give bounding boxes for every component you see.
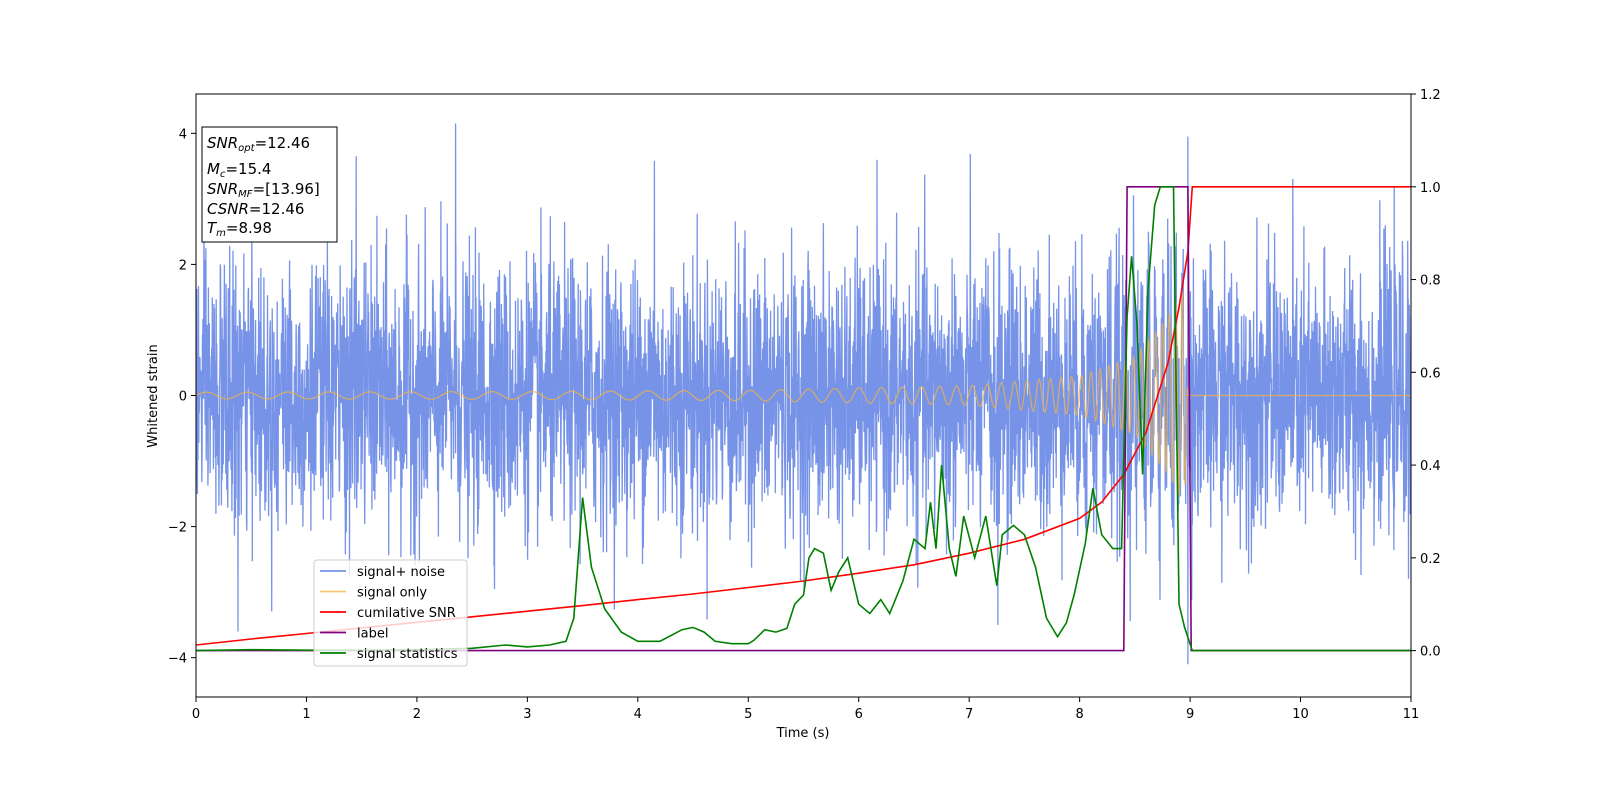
info-box-frame: [201, 126, 338, 243]
y-axis-label: Whitened strain: [146, 344, 161, 447]
y2-tick-label: 0.8: [1420, 274, 1441, 289]
y2-tick-label: 0.2: [1420, 552, 1441, 567]
y-tick-label: −2: [168, 521, 187, 536]
x-tick-label: 2: [413, 707, 421, 722]
info-tm: Tm=8.98: [207, 219, 272, 239]
info-snr-opt: SNRopt=12.46: [207, 134, 310, 154]
series-signal-noise: [196, 123, 1411, 665]
y-axis-left: −4 −2 0 2 4: [168, 127, 196, 667]
info-mc: Mc=15.4: [207, 160, 271, 180]
x-tick-label: 7: [965, 707, 973, 722]
y-axis-right: 0.0 0.2 0.4 0.6 0.8 1.0 1.2: [1411, 88, 1441, 660]
x-tick-label: 0: [192, 707, 200, 722]
y-tick-label: −4: [168, 652, 187, 667]
x-tick-label: 4: [634, 707, 642, 722]
x-tick-label: 10: [1292, 707, 1309, 722]
y-tick-label: 2: [179, 258, 187, 273]
legend-label-cumilative-snr: cumilative SNR: [357, 606, 456, 621]
legend-label-signal-statistics: signal statistics: [357, 647, 458, 662]
info-snr-mf: SNRMF=[13.96]: [207, 180, 320, 200]
y2-tick-label: 1.0: [1420, 181, 1441, 196]
x-tick-label: 8: [1075, 707, 1083, 722]
x-tick-label: 6: [855, 707, 863, 722]
x-tick-label: 5: [744, 707, 752, 722]
info-box: SNRopt=12.46 Mc=15.4 SNRMF=[13.96] CSNR=…: [201, 126, 338, 243]
y-tick-label: 0: [179, 390, 187, 405]
y2-tick-label: 0.6: [1420, 366, 1441, 381]
y2-tick-label: 0.0: [1420, 645, 1441, 660]
legend-label-label: label: [357, 627, 388, 642]
x-tick-label: 9: [1186, 707, 1194, 722]
y2-tick-label: 1.2: [1420, 88, 1441, 103]
x-axis: 0 1 2 3 4 5 6 7 8 9 10 11: [192, 697, 1419, 722]
legend-frame: [313, 559, 468, 667]
legend: signal+ noise signal only cumilative SNR la…: [313, 559, 468, 667]
y-tick-label: 4: [179, 127, 187, 142]
info-csnr: CSNR=12.46: [207, 200, 304, 218]
legend-label-signal-noise: signal+ noise: [357, 565, 445, 580]
x-tick-label: 11: [1403, 707, 1420, 722]
legend-label-signal-only: signal only: [357, 586, 427, 601]
x-axis-label: Time (s): [776, 726, 830, 741]
series-signal-only: [196, 291, 1411, 496]
x-tick-label: 3: [523, 707, 531, 722]
series-layer: [196, 123, 1411, 665]
y2-tick-label: 0.4: [1420, 459, 1441, 474]
series-signal-statistics: [196, 186, 1411, 652]
x-tick-label: 1: [302, 707, 310, 722]
